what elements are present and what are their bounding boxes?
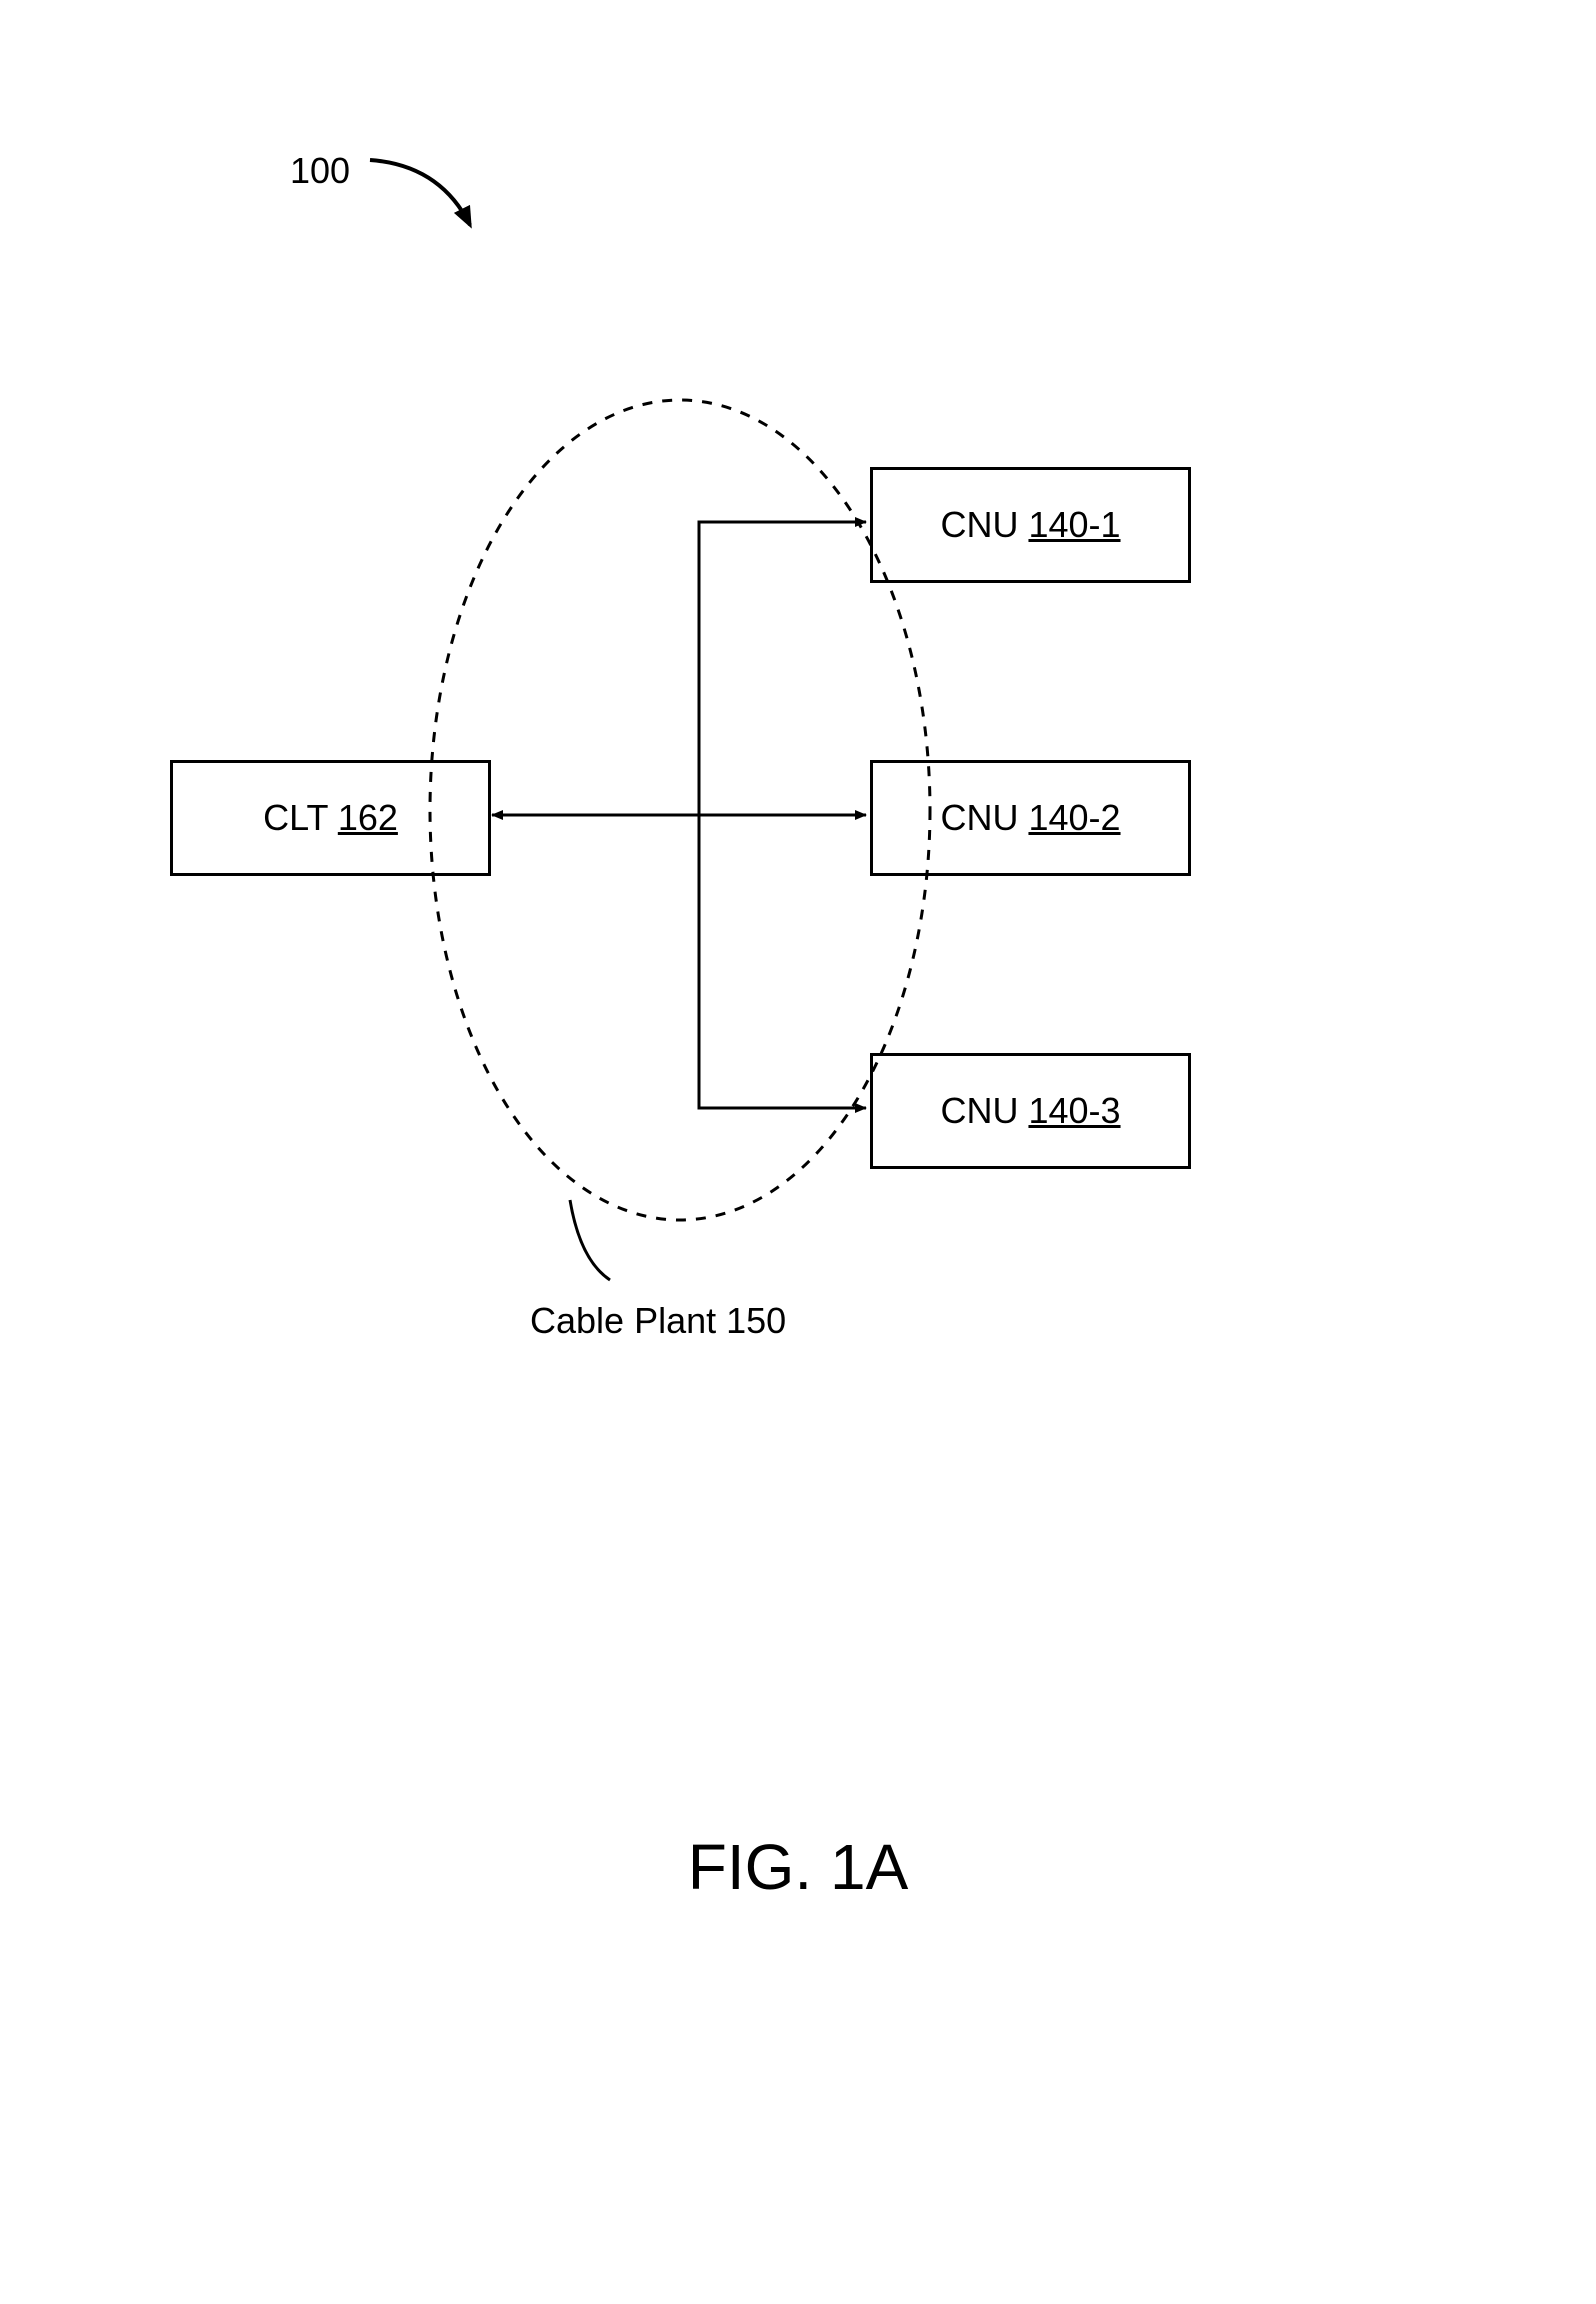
cable-plant-ellipse [430, 400, 930, 1220]
cable-plant-label: Cable Plant 150 [530, 1300, 786, 1342]
cnu3-node: CNU 140-3 [870, 1053, 1191, 1169]
cnu2-prefix: CNU [940, 797, 1028, 839]
diagram-canvas: 100 CLT 162 CNU 140-1 CNU 140-2 CNU 140-… [0, 0, 1596, 2304]
cnu1-node: CNU 140-1 [870, 467, 1191, 583]
reference-arrow [370, 160, 470, 225]
reference-number: 100 [290, 150, 350, 192]
arrow-to-cnu3 [699, 815, 866, 1108]
cnu1-prefix: CNU [940, 504, 1028, 546]
cnu2-ref: 140-2 [1028, 797, 1120, 839]
cnu3-prefix: CNU [940, 1090, 1028, 1132]
cnu1-ref: 140-1 [1028, 504, 1120, 546]
diagram-svg-overlay [0, 0, 1596, 2304]
cnu3-ref: 140-3 [1028, 1090, 1120, 1132]
clt-node: CLT 162 [170, 760, 491, 876]
figure-label: FIG. 1A [0, 1830, 1596, 1904]
cnu2-node: CNU 140-2 [870, 760, 1191, 876]
cable-plant-callout [570, 1200, 610, 1280]
clt-prefix: CLT [263, 797, 338, 839]
arrow-to-cnu1 [699, 522, 866, 815]
clt-ref: 162 [338, 797, 398, 839]
